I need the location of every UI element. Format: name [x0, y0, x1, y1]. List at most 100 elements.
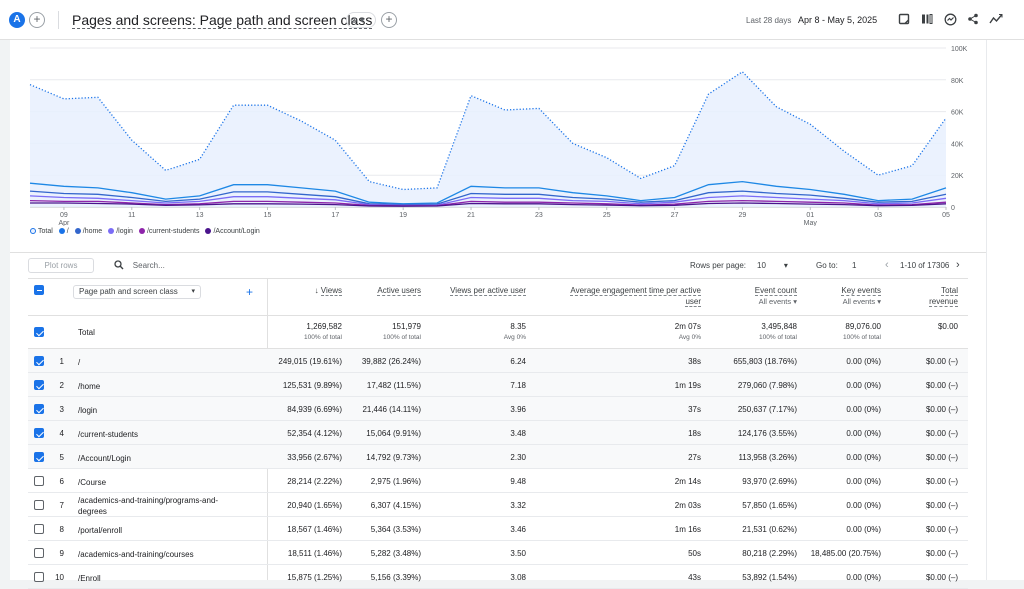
column-header-total-revenue[interactable]: Total revenue [914, 285, 958, 307]
legend-swatch [30, 228, 36, 234]
row-checkbox[interactable] [34, 524, 44, 534]
cell-key-events: 0.00 (0%) [846, 357, 881, 366]
plot-rows-button[interactable]: Plot rows [28, 258, 94, 273]
date-range-prefix: Last 28 days [746, 16, 792, 25]
legend-item[interactable]: /login [108, 228, 133, 235]
cell-avg-engagement-time: 37s [688, 405, 701, 414]
table-row[interactable]: 8/portal/enroll 18,567 (1.46%) 5,364 (3.53… [28, 517, 968, 541]
row-checkbox[interactable] [34, 380, 44, 390]
page-path-cell: /Account/Login [78, 453, 131, 464]
cell-views: 33,956 (2.67%) [287, 453, 342, 462]
row-checkbox[interactable] [34, 548, 44, 558]
cell-views: 28,214 (2.22%) [287, 477, 342, 486]
legend-item[interactable]: Total [30, 228, 53, 235]
cell-active-users: 5,282 (3.48%) [370, 549, 421, 558]
row-checkbox[interactable] [34, 572, 44, 582]
row-checkbox[interactable] [34, 476, 44, 486]
cell-views: 125,531 (9.89%) [282, 381, 342, 390]
table-row[interactable]: 10/Enroll 15,875 (1.25%) 5,156 (3.39%) 3.08… [28, 565, 968, 589]
prev-page-icon[interactable]: ‹ [885, 259, 889, 271]
column-header-views-per-active-user[interactable]: Views per active user [442, 285, 526, 296]
row-number: 4 [59, 429, 64, 438]
search-input[interactable]: Search... [132, 261, 165, 270]
page-scrollbar[interactable] [986, 40, 1024, 580]
dimension-label: Page path and screen class [79, 287, 178, 296]
page-path-cell: /home [78, 381, 100, 392]
page-path: /current-students [78, 430, 139, 439]
row-checkbox[interactable] [34, 356, 44, 366]
cell-views-per-active-user: 3.46 [510, 525, 526, 534]
cell-total-revenue: $0.00 (–) [925, 405, 958, 414]
total-percent: 100% of total [843, 334, 881, 341]
cell-key-events: 0.00 (0%) [846, 501, 881, 510]
table-row[interactable]: 5/Account/Login 33,956 (2.67%) 14,792 (9.7… [28, 445, 968, 469]
select-total-checkbox[interactable] [34, 327, 44, 337]
report-status-button[interactable]: ⊘ ▾ [346, 12, 376, 28]
table-toolbar: Plot rows Search... Rows per page: 10 ▾ G… [28, 256, 968, 276]
column-header-views[interactable]: ↓ Views [272, 285, 342, 296]
table-row[interactable]: 6/Course 28,214 (2.22%) 2,975 (1.96%) 9.48 2… [28, 469, 968, 493]
page-path: /Account/Login [78, 454, 131, 463]
add-filter-button[interactable]: + [381, 12, 397, 28]
cell-avg-engagement-time: 2m 03s [674, 501, 701, 510]
series-line-5 [30, 202, 947, 207]
add-comparison-button[interactable]: + [29, 12, 45, 28]
y-tick-label: 40K [951, 141, 964, 148]
insights-icon[interactable] [943, 13, 957, 27]
row-checkbox[interactable] [34, 452, 44, 462]
page-path-cell: /current-students [78, 429, 138, 440]
cell-total-revenue: $0.00 (–) [925, 573, 958, 582]
total-value: 2m 07s [674, 322, 701, 331]
event-filter-dropdown[interactable]: All events [842, 297, 876, 306]
column-header-active-users[interactable]: Active users [345, 285, 421, 296]
cell-key-events: 0.00 (0%) [846, 381, 881, 390]
legend-label: Total [38, 228, 53, 235]
row-checkbox[interactable] [34, 404, 44, 414]
event-filter-dropdown[interactable]: All events [758, 297, 792, 306]
total-label: Total [78, 328, 95, 337]
add-dimension-button[interactable]: + [246, 285, 254, 299]
table-row[interactable]: 3/login 84,939 (6.69%) 21,446 (14.11%) 3.96… [28, 397, 968, 421]
row-number: 6 [59, 477, 64, 486]
legend-item[interactable]: /Account/Login [205, 228, 260, 235]
share-icon[interactable] [966, 13, 980, 27]
table-row[interactable]: 4/current-students 52,354 (4.12%) 15,064 (… [28, 421, 968, 445]
page-title[interactable]: Pages and screens: Page path and screen … [72, 12, 373, 29]
y-tick-label: 0 [951, 205, 955, 212]
x-tick-label: 03 [874, 212, 882, 219]
table-row[interactable]: 1 / 249,015 (19.61%) 39,882 (26.24%) 6.24 38s… [28, 349, 968, 373]
column-header-label: Key events [841, 286, 881, 296]
select-all-checkbox[interactable] [34, 285, 44, 295]
legend-item[interactable]: /current-students [138, 228, 199, 235]
page-path-cell: / [78, 357, 80, 368]
row-number: 10 [55, 573, 64, 582]
property-avatar[interactable]: A [9, 12, 25, 28]
rows-per-page-select[interactable]: 10 ▾ [757, 261, 788, 270]
table-row[interactable]: 2/home 125,531 (9.89%) 17,482 (11.5%) 7.18 1… [28, 373, 968, 397]
table-row[interactable]: 9/academics-and-training/courses 18,511 (… [28, 541, 968, 565]
row-number: 3 [59, 405, 64, 414]
row-number: 1 [59, 357, 64, 366]
dimension-selector[interactable]: Page path and screen class ▾ [73, 285, 201, 299]
table-row[interactable]: 7/academics-and-training/programs-and-de… [28, 493, 968, 517]
rows-per-page-label: Rows per page: [690, 261, 747, 270]
next-page-icon[interactable]: › [956, 259, 960, 271]
legend-item[interactable]: /home [74, 228, 102, 235]
page-path: /Course [78, 478, 107, 487]
row-checkbox[interactable] [34, 500, 44, 510]
column-header-avg-engagement-time[interactable]: Average engagement time per active user [561, 285, 701, 307]
column-header-key-events[interactable]: Key events All events ▾ [797, 285, 881, 307]
table-search[interactable]: Search... [114, 260, 165, 271]
customize-report-icon[interactable] [897, 13, 911, 27]
total-views-per-active-user: 8.35 Avg 0% [428, 322, 526, 341]
column-header-event-count[interactable]: Event count All events ▾ [703, 285, 797, 307]
compare-icon[interactable] [920, 13, 934, 27]
column-header-label: Views [320, 286, 342, 296]
goto-input[interactable]: 1 [852, 261, 857, 270]
row-checkbox[interactable] [34, 428, 44, 438]
explore-icon[interactable] [989, 13, 1003, 27]
date-range-picker[interactable]: Last 28 days Apr 8 - May 5, 2025 [746, 15, 877, 25]
legend-item[interactable]: / [58, 228, 69, 235]
cell-event-count: 80,218 (2.29%) [742, 549, 797, 558]
cell-avg-engagement-time: 1m 16s [674, 525, 701, 534]
